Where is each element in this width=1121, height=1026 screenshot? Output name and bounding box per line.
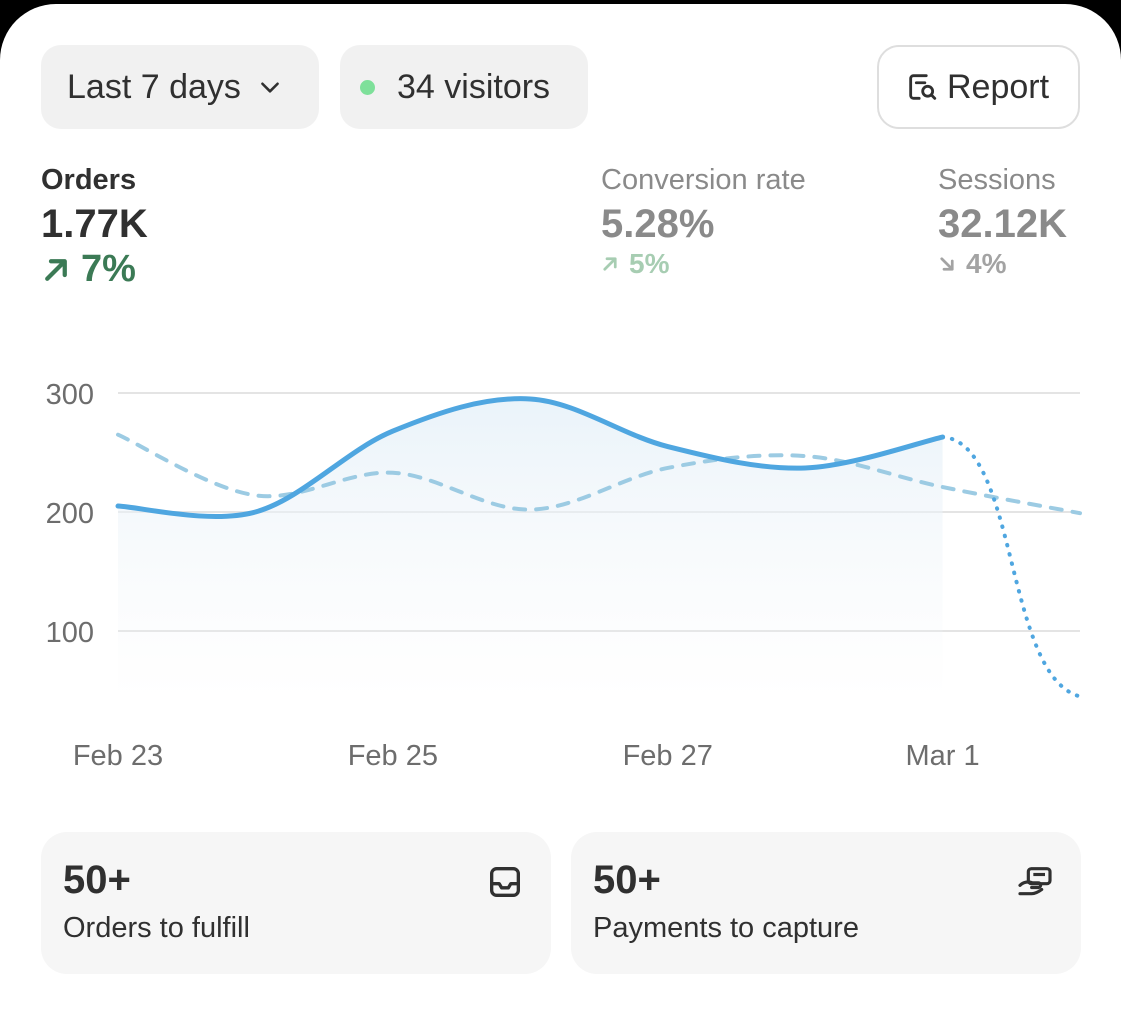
task-label: Payments to capture <box>593 912 859 944</box>
projection-series-line <box>940 435 1082 699</box>
current-series-line <box>115 396 946 519</box>
report-button[interactable]: Report <box>877 45 1080 129</box>
task-count: 50+ <box>63 858 131 902</box>
report-label: Report <box>947 67 1050 106</box>
x-tick-label: Feb 25 <box>348 740 438 772</box>
current-series-area <box>118 398 943 701</box>
metric-delta-value: 7% <box>81 248 136 290</box>
date-range-dropdown[interactable]: Last 7 days <box>41 45 319 129</box>
live-visitors-button[interactable]: 34 visitors <box>340 45 588 129</box>
metric-value: 32.12K <box>938 202 1067 246</box>
arrow-up-right-icon <box>603 257 617 271</box>
metric-label: Sessions <box>938 164 1056 196</box>
arrow-down-right-icon <box>940 257 954 271</box>
metric-label: Conversion rate <box>601 164 806 196</box>
live-dot-icon <box>360 79 375 95</box>
visitors-label: 34 visitors <box>397 67 551 106</box>
x-tick-label: Feb 23 <box>73 740 163 772</box>
metric-value: 1.77K <box>41 202 148 246</box>
chevron-down-icon <box>261 82 279 93</box>
comparison-series-line <box>116 432 1082 516</box>
report-search-icon <box>909 74 937 100</box>
metric-delta: 7% <box>41 248 148 291</box>
metric-delta-value: 4% <box>966 248 1007 279</box>
orders-line-chart: 100 200 300 Feb 23 Feb 25 Feb 27 Mar 1 <box>46 379 1082 772</box>
payments-to-capture-card[interactable]: 50+ Payments to capture <box>571 832 1081 974</box>
dashboard-card: Last 7 days 34 visitors Report Orders 1.… <box>0 4 1121 1026</box>
y-tick-label: 300 <box>46 379 94 411</box>
task-count: 50+ <box>593 858 661 902</box>
arrow-up-right-icon <box>45 258 67 281</box>
metric-orders[interactable]: Orders 1.77K 7% <box>41 162 148 291</box>
metric-conversion-rate[interactable]: Conversion rate 5.28% 5% <box>601 162 806 280</box>
y-tick-label: 200 <box>46 498 94 530</box>
date-range-label: Last 7 days <box>67 67 241 106</box>
metric-label: Orders <box>41 164 137 196</box>
metric-delta-value: 5% <box>629 248 670 279</box>
task-label: Orders to fulfill <box>63 912 250 944</box>
y-tick-label: 100 <box>46 617 94 649</box>
metric-value: 5.28% <box>601 202 715 246</box>
metric-delta: 4% <box>938 248 1067 280</box>
inbox-icon <box>490 867 520 897</box>
orders-to-fulfill-card[interactable]: 50+ Orders to fulfill <box>41 832 551 974</box>
metric-delta: 5% <box>601 248 806 280</box>
metric-sessions[interactable]: Sessions 32.12K 4% <box>938 162 1067 280</box>
x-tick-label: Feb 27 <box>623 740 713 772</box>
x-tick-label: Mar 1 <box>906 740 980 772</box>
hand-card-icon <box>1018 867 1052 896</box>
